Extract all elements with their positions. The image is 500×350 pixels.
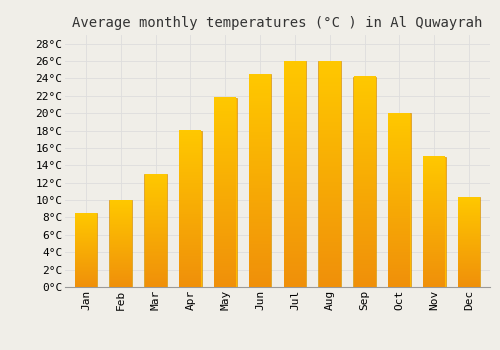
Bar [74,213,97,287]
Bar [179,131,202,287]
Bar [110,200,132,287]
Bar [318,61,341,287]
Bar [284,61,306,287]
Bar [354,77,376,287]
Bar [423,157,446,287]
Bar [249,74,272,287]
Bar [388,113,410,287]
Bar [458,197,480,287]
Bar [144,174,167,287]
Bar [214,98,236,287]
Title: Average monthly temperatures (°C ) in Al Quwayrah: Average monthly temperatures (°C ) in Al… [72,16,482,30]
